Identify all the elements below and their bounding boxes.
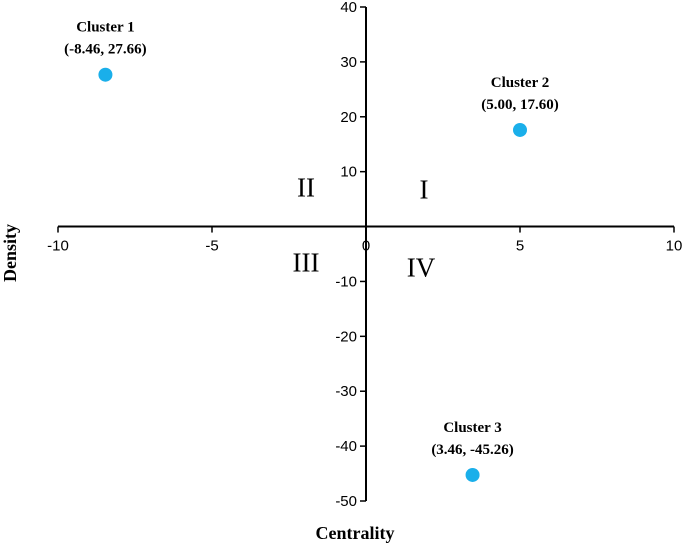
data-points: Cluster 1 (-8.46, 27.66) Cluster 2 (5.00, 1…	[64, 20, 559, 482]
y-axis-title: Density	[0, 224, 20, 282]
point-name-label: Cluster 2	[491, 75, 549, 91]
y-tick-label: -50	[335, 493, 357, 510]
point-name-label: Cluster 1	[76, 20, 134, 36]
y-tick-label: -40	[335, 438, 357, 455]
x-tick-label: 5	[516, 238, 524, 255]
y-tick-label: -20	[335, 328, 357, 345]
x-tick-label: 0	[362, 238, 370, 255]
y-tick-label: 30	[340, 54, 357, 71]
data-point-cluster-1	[98, 67, 113, 82]
point-name-label: Cluster 3	[443, 420, 501, 436]
x-axis-title: Centrality	[316, 523, 395, 543]
x-tick-label: -10	[47, 238, 69, 255]
y-tick-label: -30	[335, 383, 357, 400]
point-coord-label: (3.46, -45.26)	[431, 442, 514, 458]
y-tick-label: 10	[340, 164, 357, 181]
quadrant-label-II: II	[297, 173, 315, 203]
quadrant-label-I: I	[420, 175, 429, 205]
quadrant-label-IV: IV	[407, 253, 436, 283]
quadrant-label-III: III	[293, 248, 320, 278]
x-tick-label: 10	[666, 238, 683, 255]
y-tick-label: 20	[340, 109, 357, 126]
data-point-cluster-3	[465, 467, 480, 482]
point-coord-label: (-8.46, 27.66)	[64, 42, 147, 58]
point-coord-label: (5.00, 17.60)	[481, 97, 559, 113]
y-tick-label: -10	[335, 273, 357, 290]
y-tick-label: 40	[340, 0, 357, 16]
x-tick-label: -5	[205, 238, 218, 255]
data-point-cluster-2	[513, 122, 527, 137]
